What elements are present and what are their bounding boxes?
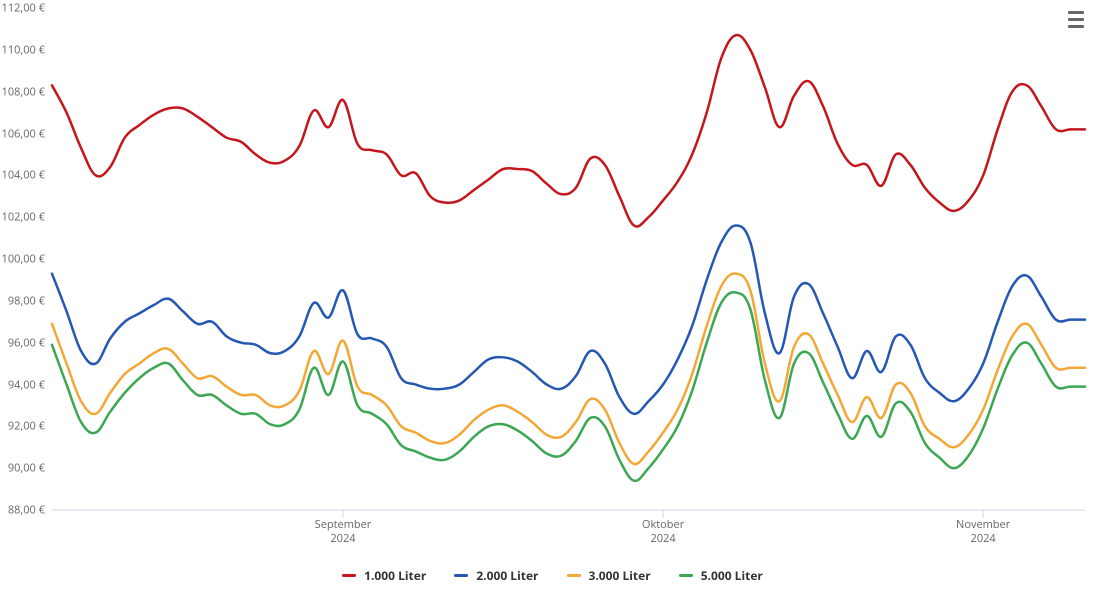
y-axis-tick-label: 94,00 € (8, 377, 45, 392)
y-axis-tick-label: 98,00 € (8, 293, 45, 308)
y-axis-tick-label: 92,00 € (8, 419, 45, 434)
y-axis-tick-label: 102,00 € (2, 210, 45, 225)
legend-item[interactable]: 1.000 Liter (342, 567, 426, 584)
chart-legend: 1.000 Liter 2.000 Liter 3.000 Liter 5.000 L… (0, 567, 1105, 584)
legend-swatch (342, 574, 356, 577)
y-axis-tick-label: 88,00 € (8, 503, 45, 518)
y-axis-tick-label: 112,00 € (2, 1, 45, 16)
legend-label: 1.000 Liter (364, 567, 426, 584)
legend-label: 3.000 Liter (589, 567, 651, 584)
legend-item[interactable]: 2.000 Liter (454, 567, 538, 584)
legend-swatch (454, 574, 468, 577)
x-axis-tick-label: September2024 (315, 518, 372, 547)
price-chart: 88,00 € 90,00 € 92,00 € 94,00 € 96,00 € 98,00… (0, 0, 1105, 602)
legend-item[interactable]: 3.000 Liter (567, 567, 651, 584)
legend-swatch (679, 574, 693, 577)
y-axis-tick-label: 96,00 € (8, 335, 45, 350)
y-axis-tick-label: 100,00 € (2, 252, 45, 267)
y-axis-tick-label: 106,00 € (2, 126, 45, 141)
legend-item[interactable]: 5.000 Liter (679, 567, 763, 584)
y-axis-tick-label: 90,00 € (8, 461, 45, 476)
y-axis-tick-label: 108,00 € (2, 84, 45, 99)
series-line (52, 274, 1085, 465)
chart-menu-icon[interactable] (1065, 8, 1087, 30)
x-axis-tick-label: November2024 (956, 518, 1010, 547)
x-axis-tick-label: Oktober2024 (642, 518, 684, 547)
series-line (52, 35, 1085, 227)
chart-plot-area (0, 0, 1105, 602)
y-axis-tick-label: 110,00 € (2, 42, 45, 57)
y-axis-tick-label: 104,00 € (2, 168, 45, 183)
legend-swatch (567, 574, 581, 577)
series-line (52, 226, 1085, 414)
legend-label: 2.000 Liter (476, 567, 538, 584)
legend-label: 5.000 Liter (701, 567, 763, 584)
